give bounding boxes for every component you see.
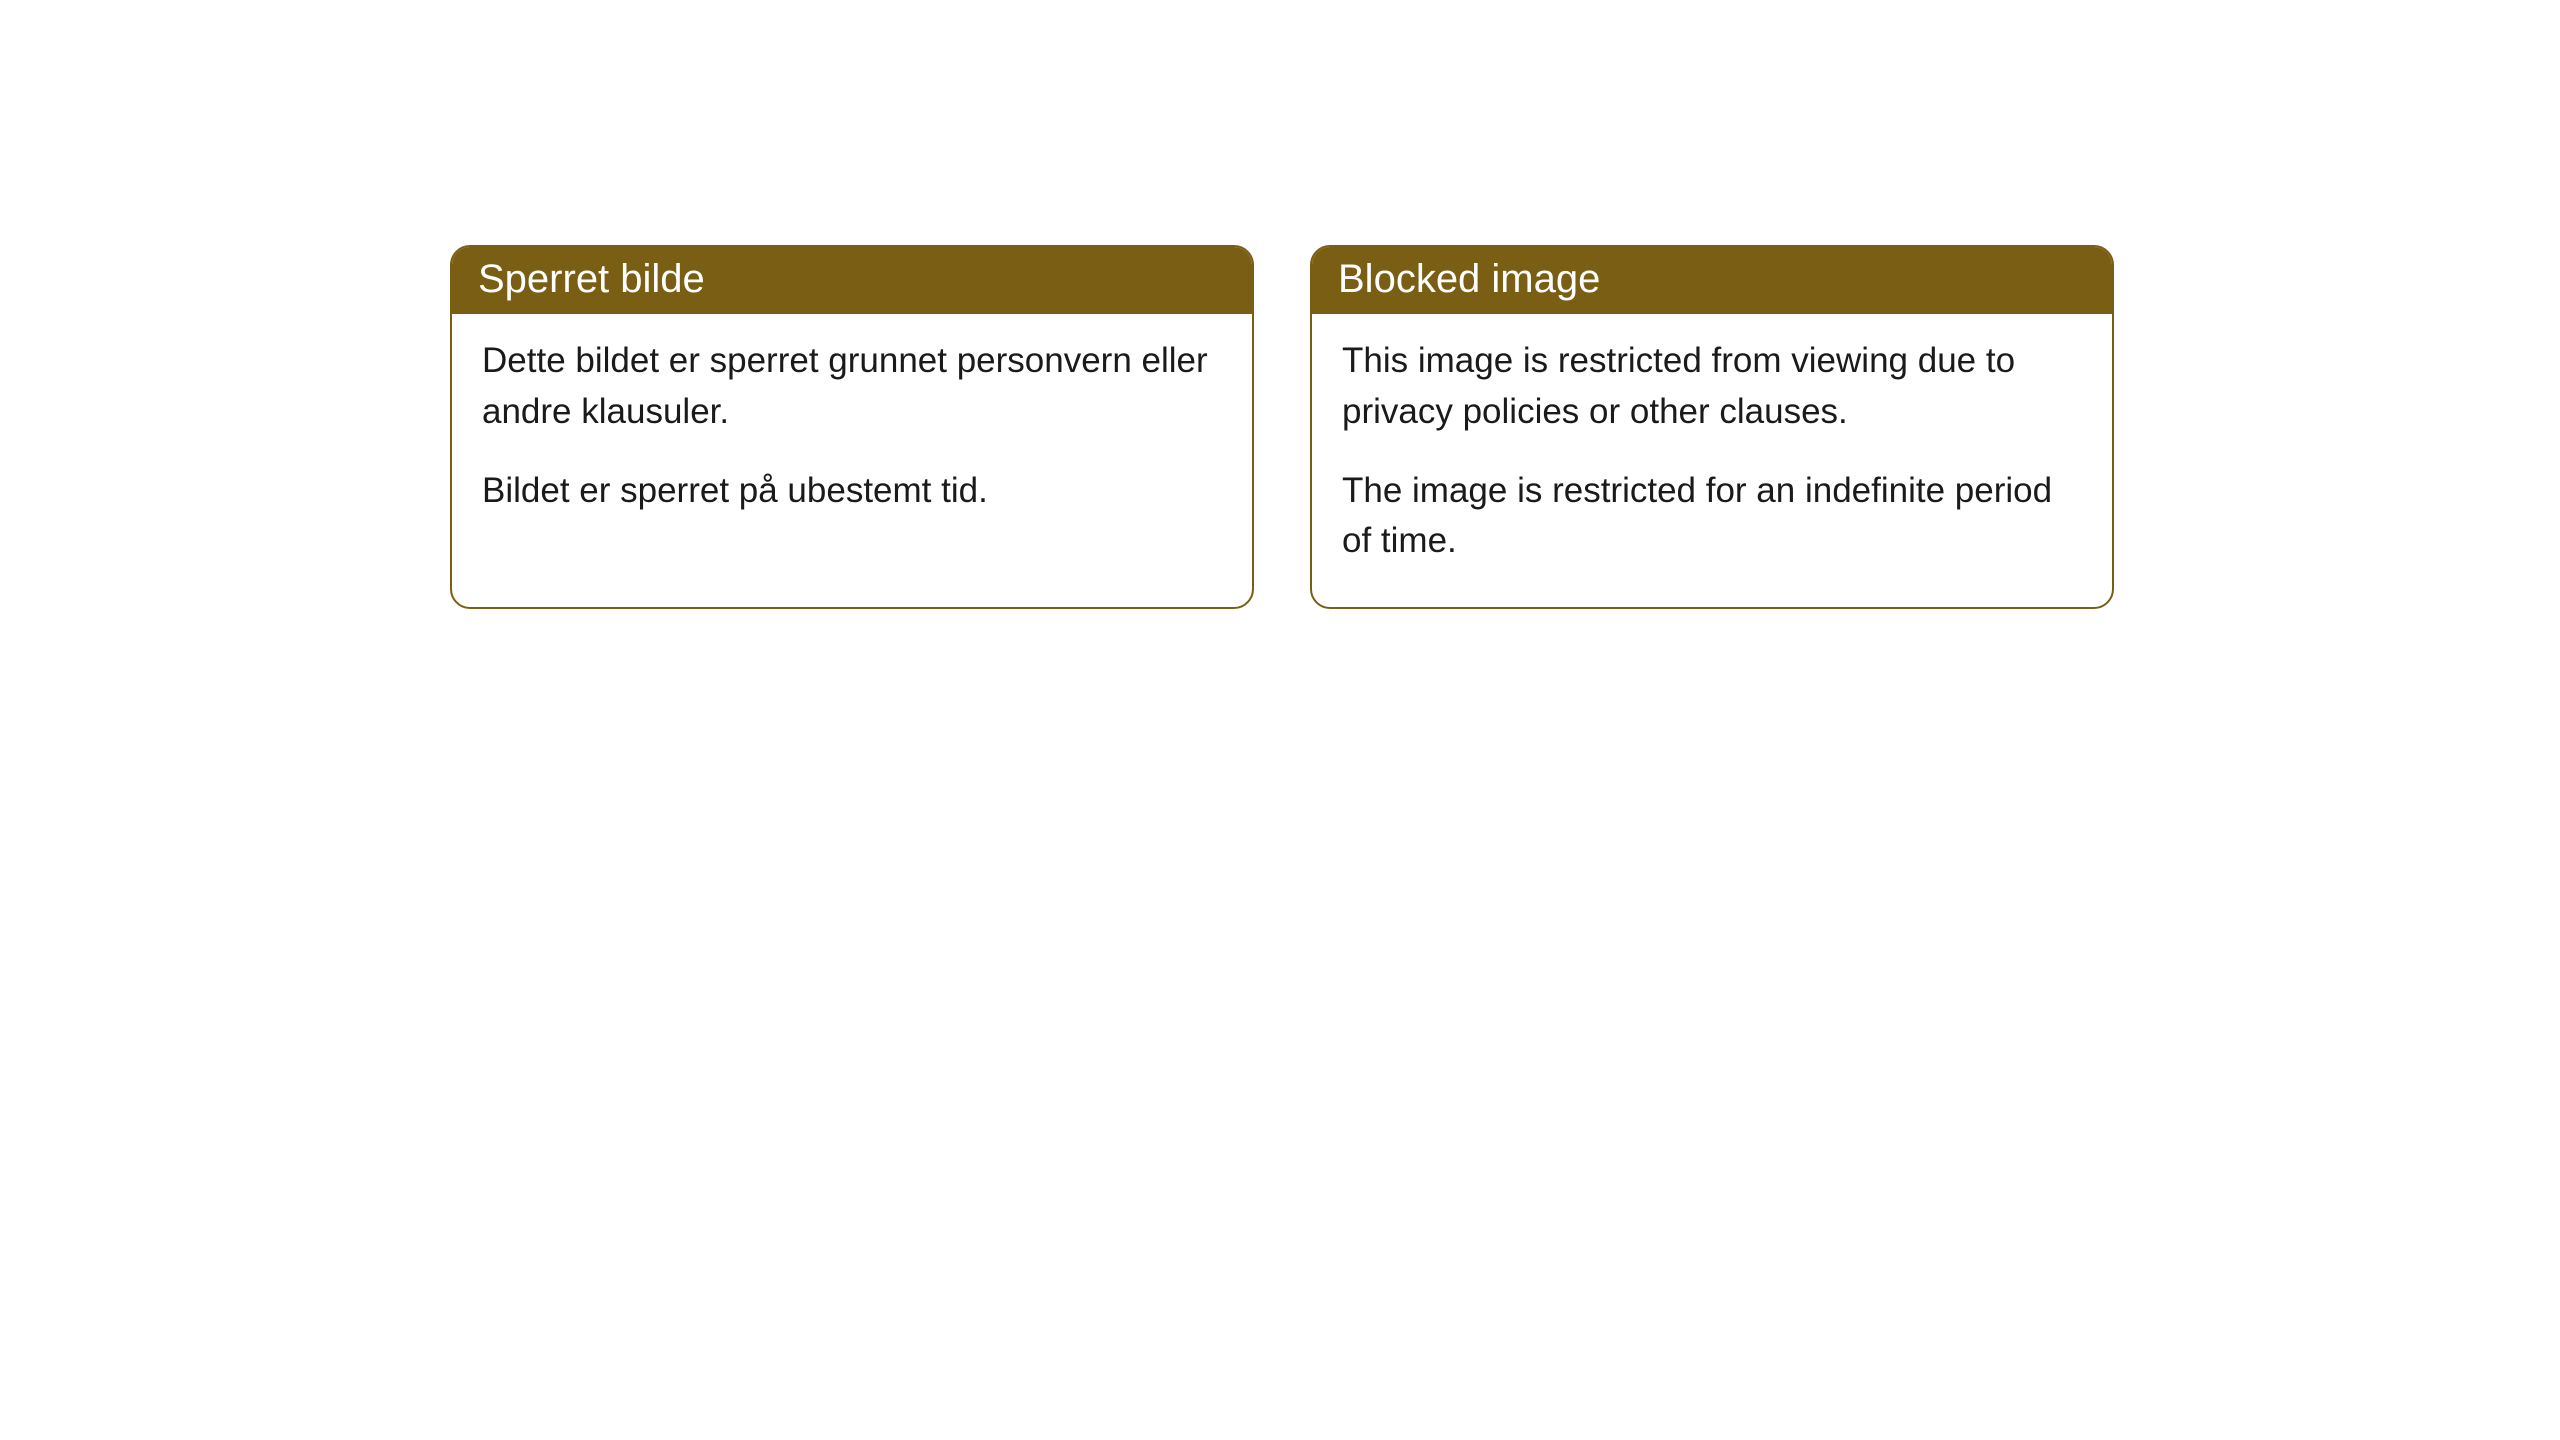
card-paragraph: The image is restricted for an indefinit… <box>1342 466 2082 568</box>
card-paragraph: This image is restricted from viewing du… <box>1342 336 2082 438</box>
notice-card-english: Blocked image This image is restricted f… <box>1310 245 2114 609</box>
card-body: Dette bildet er sperret grunnet personve… <box>452 314 1252 556</box>
card-title: Sperret bilde <box>478 257 705 301</box>
notice-cards-container: Sperret bilde Dette bildet er sperret gr… <box>450 245 2114 609</box>
card-body: This image is restricted from viewing du… <box>1312 314 2112 607</box>
card-header: Sperret bilde <box>452 247 1252 314</box>
notice-card-norwegian: Sperret bilde Dette bildet er sperret gr… <box>450 245 1254 609</box>
card-paragraph: Dette bildet er sperret grunnet personve… <box>482 336 1222 438</box>
card-paragraph: Bildet er sperret på ubestemt tid. <box>482 466 1222 517</box>
card-header: Blocked image <box>1312 247 2112 314</box>
card-title: Blocked image <box>1338 257 1600 301</box>
